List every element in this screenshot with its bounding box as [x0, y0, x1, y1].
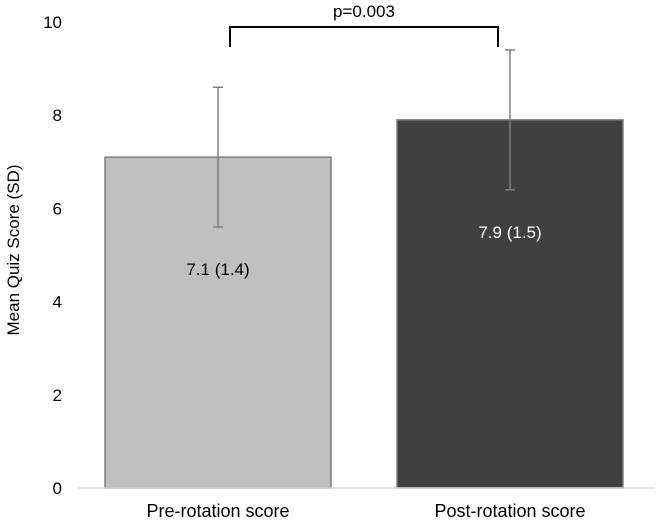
y-tick-label: 6 [53, 199, 62, 218]
y-tick-label: 4 [53, 293, 62, 312]
significance-bracket [229, 26, 499, 47]
error-bar [505, 49, 515, 191]
y-tick-label: 8 [53, 106, 62, 125]
data-labels: 7.1 (1.4) 7.9 (1.5) [186, 223, 541, 279]
x-tick-label: Pre-rotation score [146, 501, 289, 519]
y-axis-title: Mean Quiz Score (SD) [4, 165, 23, 336]
data-label: 7.9 (1.5) [478, 223, 541, 242]
y-tick-label: 0 [53, 479, 62, 498]
x-tick-label: Post-rotation score [434, 501, 585, 519]
y-axis: 0 2 4 6 8 10 [43, 13, 62, 498]
p-value-label: p=0.003 [333, 2, 395, 21]
y-tick-label: 2 [53, 386, 62, 405]
y-tick-label: 10 [43, 13, 62, 32]
bars [104, 119, 624, 489]
error-bar [213, 86, 223, 228]
data-label: 7.1 (1.4) [186, 260, 249, 279]
x-axis: Pre-rotation score Post-rotation score [78, 487, 655, 521]
error-bars [213, 49, 515, 228]
significance-annotation: p=0.003 [229, 2, 499, 47]
